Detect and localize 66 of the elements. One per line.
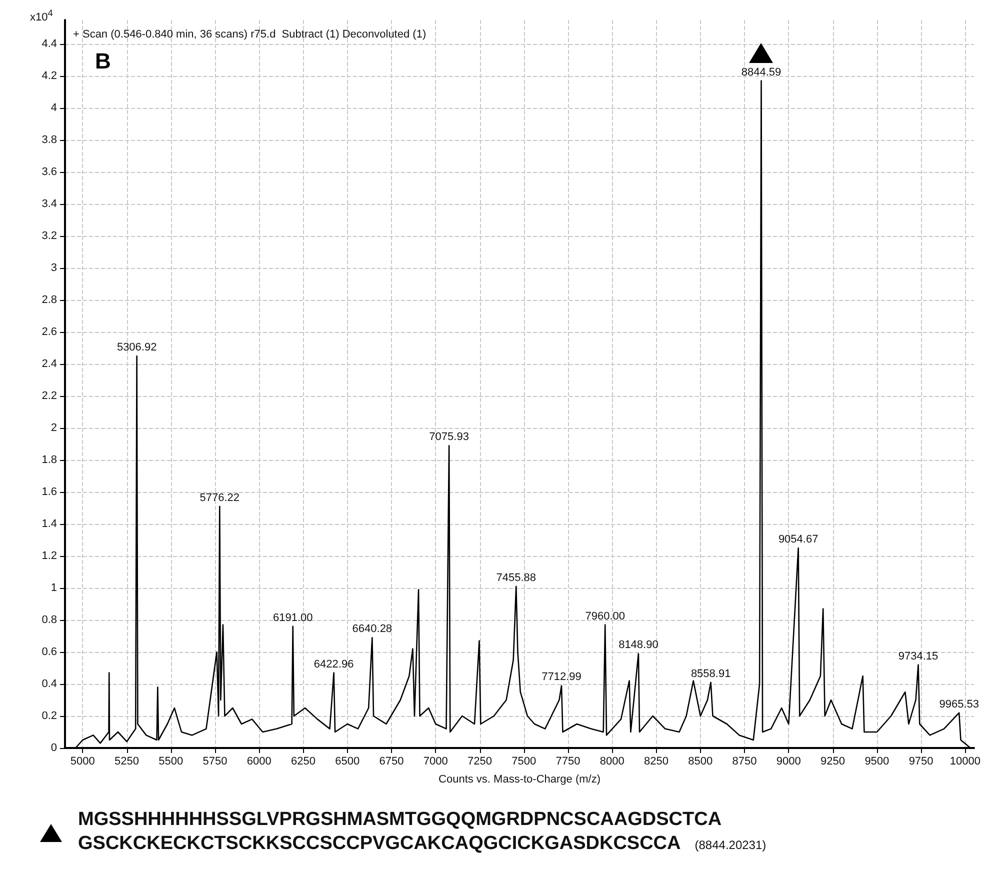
y-tick-label: 2.2: [42, 390, 57, 402]
x-tick-label: 5000: [70, 756, 95, 768]
x-axis-title: Counts vs. Mass-to-Charge (m/z): [438, 774, 600, 786]
y-axis-title: x10$^{4}$: [30, 7, 53, 25]
y-tick-label: 2: [50, 422, 57, 434]
y-tick-label: 0.6: [42, 646, 57, 658]
x-tick-label: 8000: [600, 756, 624, 768]
annotation: 5776.22: [200, 492, 240, 504]
annotation: 8558.91: [690, 668, 731, 680]
x-tick-label: 6750: [379, 756, 404, 768]
annotation: 6640.28: [352, 623, 392, 636]
x-tick-label: 6500: [335, 756, 360, 768]
annotation: 9054.67: [778, 534, 818, 546]
x-tick-label: 5750: [202, 756, 228, 768]
x-tick-label: 8250: [644, 756, 669, 768]
annotation: 7455.88: [496, 572, 536, 584]
y-tick-label: 1: [50, 582, 57, 594]
y-tick-label: 2.6: [42, 326, 57, 338]
y-tick-label: 2.8: [42, 294, 57, 306]
annotation: 9965.53: [939, 698, 979, 710]
annotation: 8844.59: [741, 66, 782, 78]
text: (8844.20231): [694, 838, 766, 852]
annotation: 6422.96: [314, 658, 354, 670]
y-tick-label: 2.4: [42, 358, 57, 370]
annotation: 8148.90: [618, 639, 658, 652]
y-tick-label: 1.4: [42, 518, 57, 530]
x-tick-label: 7500: [512, 756, 536, 768]
x-tick-label: 5500: [158, 756, 184, 768]
x-tick-label: 9500: [864, 756, 890, 768]
y-tick-label: 3.8: [42, 134, 57, 146]
y-tick-label: 1.8: [42, 454, 57, 466]
text: + Scan (0.546-0.840 min, 36 scans) r75.d Subtract (1) Deconvoluted (1): [73, 28, 426, 40]
x-tick-label: 6250: [291, 756, 316, 768]
x-tick-label: 9250: [820, 756, 846, 768]
x-tick-label: 6000: [246, 756, 272, 768]
y-tick-label: 4.4: [42, 38, 57, 50]
text: GSCKCKECKCTSCKKSCCSCCPVGCAKCAQGCICKGASDKCSCCA: [78, 833, 681, 854]
annotation: 7960.00: [585, 610, 625, 622]
x-tick-label: 5250: [114, 756, 140, 768]
y-tick-label: 4: [50, 102, 57, 114]
y-tick-label: 3.4: [42, 198, 57, 210]
y-tick-label: 0.8: [42, 614, 57, 626]
x-tick-label: 8750: [732, 756, 757, 768]
text: MGSSHHHHHHSSGLVPRGSHMASMTGGQQMGRDPNCSCAAGDSCTCA: [78, 808, 723, 832]
annotation: 9734.15: [898, 650, 938, 662]
x-tick-label: 7250: [468, 756, 492, 768]
x-tick-label: 9000: [776, 756, 801, 768]
y-tick-label: 3.6: [42, 166, 57, 178]
annotation: 6191.00: [272, 612, 313, 624]
x-tick-label: 7750: [556, 756, 580, 768]
annotation: 7075.93: [429, 431, 469, 444]
y-tick-label: 0: [50, 742, 57, 754]
x-tick-label: 7000: [423, 756, 448, 768]
y-tick-label: 4.2: [42, 70, 57, 82]
y-tick-label: 1.2: [42, 550, 57, 562]
x-tick-label: 10000: [950, 756, 980, 768]
y-tick-label: 0.4: [42, 678, 57, 690]
annotation: B: [95, 48, 111, 74]
x-tick-label: 9750: [908, 756, 934, 768]
y-tick-label: 3.2: [42, 230, 57, 242]
x-tick-label: 8500: [688, 756, 713, 768]
y-tick-label: 3: [50, 262, 57, 274]
annotation: 7712.99: [542, 671, 582, 684]
annotation: 5306.92: [116, 342, 157, 354]
y-tick-label: 0.2: [42, 710, 57, 722]
y-tick-label: 1.6: [42, 486, 57, 498]
